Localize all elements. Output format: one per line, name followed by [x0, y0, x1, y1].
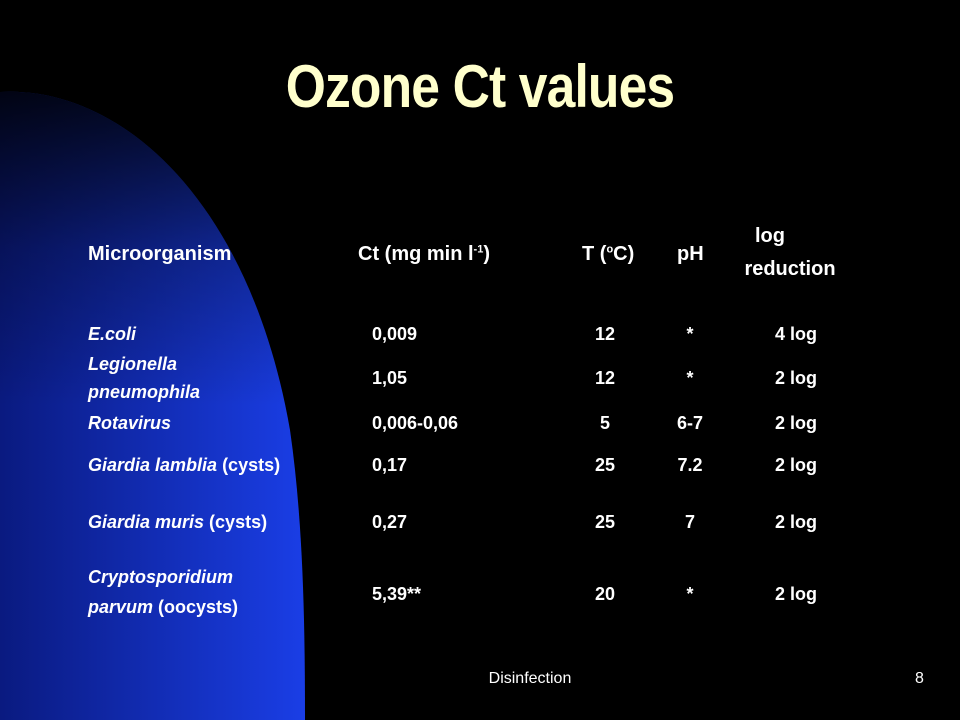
header-temperature: T (oC) — [582, 243, 634, 266]
row5-ct: 0,27 — [372, 512, 408, 532]
row3-organism: Rotavirus — [88, 413, 172, 433]
row3-temperature: 5 — [599, 413, 610, 433]
row6-organism-line1: Cryptosporidium — [88, 567, 234, 587]
header-t-superscript: o — [606, 243, 614, 256]
row4-organism: Giardia lamblia (cysts) — [88, 455, 280, 476]
header-log-line1: log — [755, 225, 785, 247]
row3-ph: 6-7 — [676, 413, 703, 433]
row2-organism-line1: Legionella — [88, 354, 178, 374]
row6-log: 2 log — [775, 584, 818, 604]
row4-organism-name: Giardia lamblia — [88, 455, 218, 475]
row1-organism: E.coli — [88, 324, 137, 344]
footer-text: Disinfection — [488, 670, 572, 687]
row1-ph: * — [686, 324, 694, 344]
row4-organism-suffix: (cysts) — [217, 455, 281, 475]
row2-ct: 1,05 — [372, 368, 408, 388]
header-log-line2: reduction — [744, 258, 836, 280]
row2-organism-line2: pneumophila — [88, 382, 200, 402]
row5-log: 2 log — [775, 512, 818, 532]
row3-log: 2 log — [775, 413, 818, 433]
row5-organism-suffix: (cysts) — [204, 512, 268, 532]
row2-temperature: 12 — [594, 368, 616, 388]
header-ph: pH — [677, 243, 704, 265]
row5-organism-name: Giardia muris — [88, 512, 205, 532]
row6-organism-name: parvum — [88, 597, 154, 617]
row4-ct: 0,17 — [372, 455, 408, 475]
row5-organism: Giardia muris (cysts) — [88, 512, 267, 533]
page-number: 8 — [915, 670, 924, 687]
header-t-label: T ( — [582, 243, 607, 265]
row5-ph: 7 — [684, 512, 695, 532]
header-ct-label: Ct (mg min l — [358, 243, 474, 265]
row4-ph: 7.2 — [677, 455, 703, 475]
row4-temperature: 25 — [594, 455, 616, 475]
header-t-close: C) — [613, 243, 635, 265]
row6-organism-line2: parvum (oocysts) — [88, 597, 238, 618]
row1-log: 4 log — [775, 324, 818, 344]
row3-ct: 0,006-0,06 — [372, 413, 459, 433]
row1-temperature: 12 — [594, 324, 616, 344]
row6-ph: * — [686, 584, 694, 604]
row6-temperature: 20 — [594, 584, 616, 604]
row1-ct: 0,009 — [372, 324, 418, 344]
header-ct: Ct (mg min l-1) — [358, 243, 490, 266]
row2-ph: * — [686, 368, 694, 388]
header-microorganism: Microorganism — [88, 243, 232, 265]
row6-ct: 5,39** — [372, 584, 422, 604]
slide-title: Ozone Ct values — [285, 53, 675, 120]
header-ct-close: ) — [483, 243, 490, 265]
row4-log: 2 log — [775, 455, 818, 475]
row2-log: 2 log — [775, 368, 818, 388]
header-ct-superscript: -1 — [473, 243, 484, 256]
row6-organism-suffix: (oocysts) — [153, 597, 239, 617]
row5-temperature: 25 — [594, 512, 616, 532]
